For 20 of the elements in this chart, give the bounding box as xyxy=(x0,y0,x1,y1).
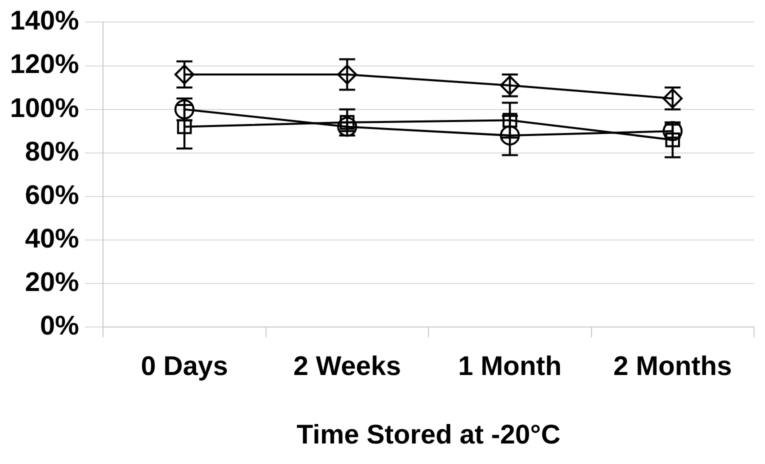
y-tick-label: 0% xyxy=(40,310,80,341)
point xyxy=(174,64,194,84)
y-tick-label: 60% xyxy=(25,180,80,210)
point xyxy=(500,125,520,146)
y-tick-label: 100% xyxy=(10,92,80,123)
x-axis-title: Time Stored at -20°C xyxy=(296,419,560,450)
y-tick-label: 140% xyxy=(10,6,80,36)
point xyxy=(337,64,358,84)
point xyxy=(177,119,192,134)
y-tick-label: 80% xyxy=(25,136,80,166)
x-tick-label: 2 Weeks xyxy=(293,350,401,381)
y-tick-label: 120% xyxy=(10,49,80,80)
y-tick-label: 40% xyxy=(25,224,80,254)
x-tick-label: 1 Month xyxy=(458,350,562,381)
x-tick-label: 2 Months xyxy=(613,350,732,381)
y-tick-label: 20% xyxy=(25,267,80,298)
point xyxy=(502,112,518,128)
point xyxy=(665,132,680,148)
x-tick-label: 0 Days xyxy=(140,350,228,381)
point xyxy=(337,116,358,137)
